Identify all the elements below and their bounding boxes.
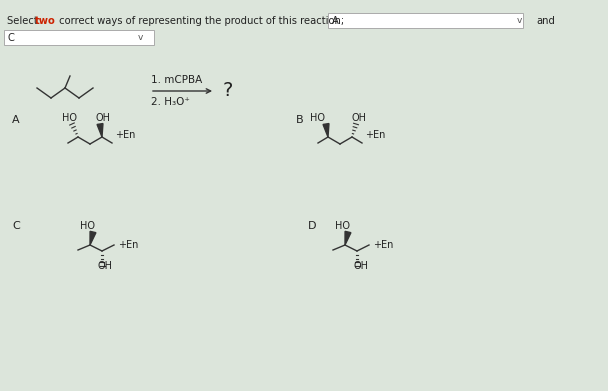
Text: Select: Select (7, 16, 41, 26)
Text: 1. mCPBA: 1. mCPBA (151, 75, 202, 85)
Text: HO: HO (62, 113, 77, 123)
Text: D: D (308, 221, 317, 231)
Text: OH: OH (353, 261, 368, 271)
Text: C: C (12, 221, 19, 231)
FancyBboxPatch shape (328, 13, 523, 28)
Text: A: A (332, 16, 339, 26)
Text: ?: ? (223, 81, 233, 100)
Text: v: v (138, 33, 143, 42)
Text: and: and (536, 16, 555, 26)
Text: v: v (517, 16, 522, 25)
Polygon shape (345, 231, 351, 245)
Text: 2. H₃O⁺: 2. H₃O⁺ (151, 97, 190, 107)
FancyBboxPatch shape (4, 30, 154, 45)
Text: HO: HO (310, 113, 325, 123)
Text: +En: +En (118, 240, 139, 250)
Text: C: C (8, 33, 15, 43)
Text: B: B (296, 115, 303, 125)
Text: two: two (35, 16, 56, 26)
Polygon shape (97, 124, 103, 137)
Text: correct ways of representing the product of this reaction;: correct ways of representing the product… (56, 16, 344, 26)
Text: +En: +En (365, 130, 385, 140)
Text: OH: OH (96, 113, 111, 123)
Text: +En: +En (115, 130, 136, 140)
Text: HO: HO (80, 221, 95, 231)
Polygon shape (323, 124, 329, 137)
Text: HO: HO (335, 221, 350, 231)
Polygon shape (90, 231, 96, 245)
Text: A: A (12, 115, 19, 125)
Text: +En: +En (373, 240, 393, 250)
Text: OH: OH (98, 261, 113, 271)
Text: OH: OH (352, 113, 367, 123)
